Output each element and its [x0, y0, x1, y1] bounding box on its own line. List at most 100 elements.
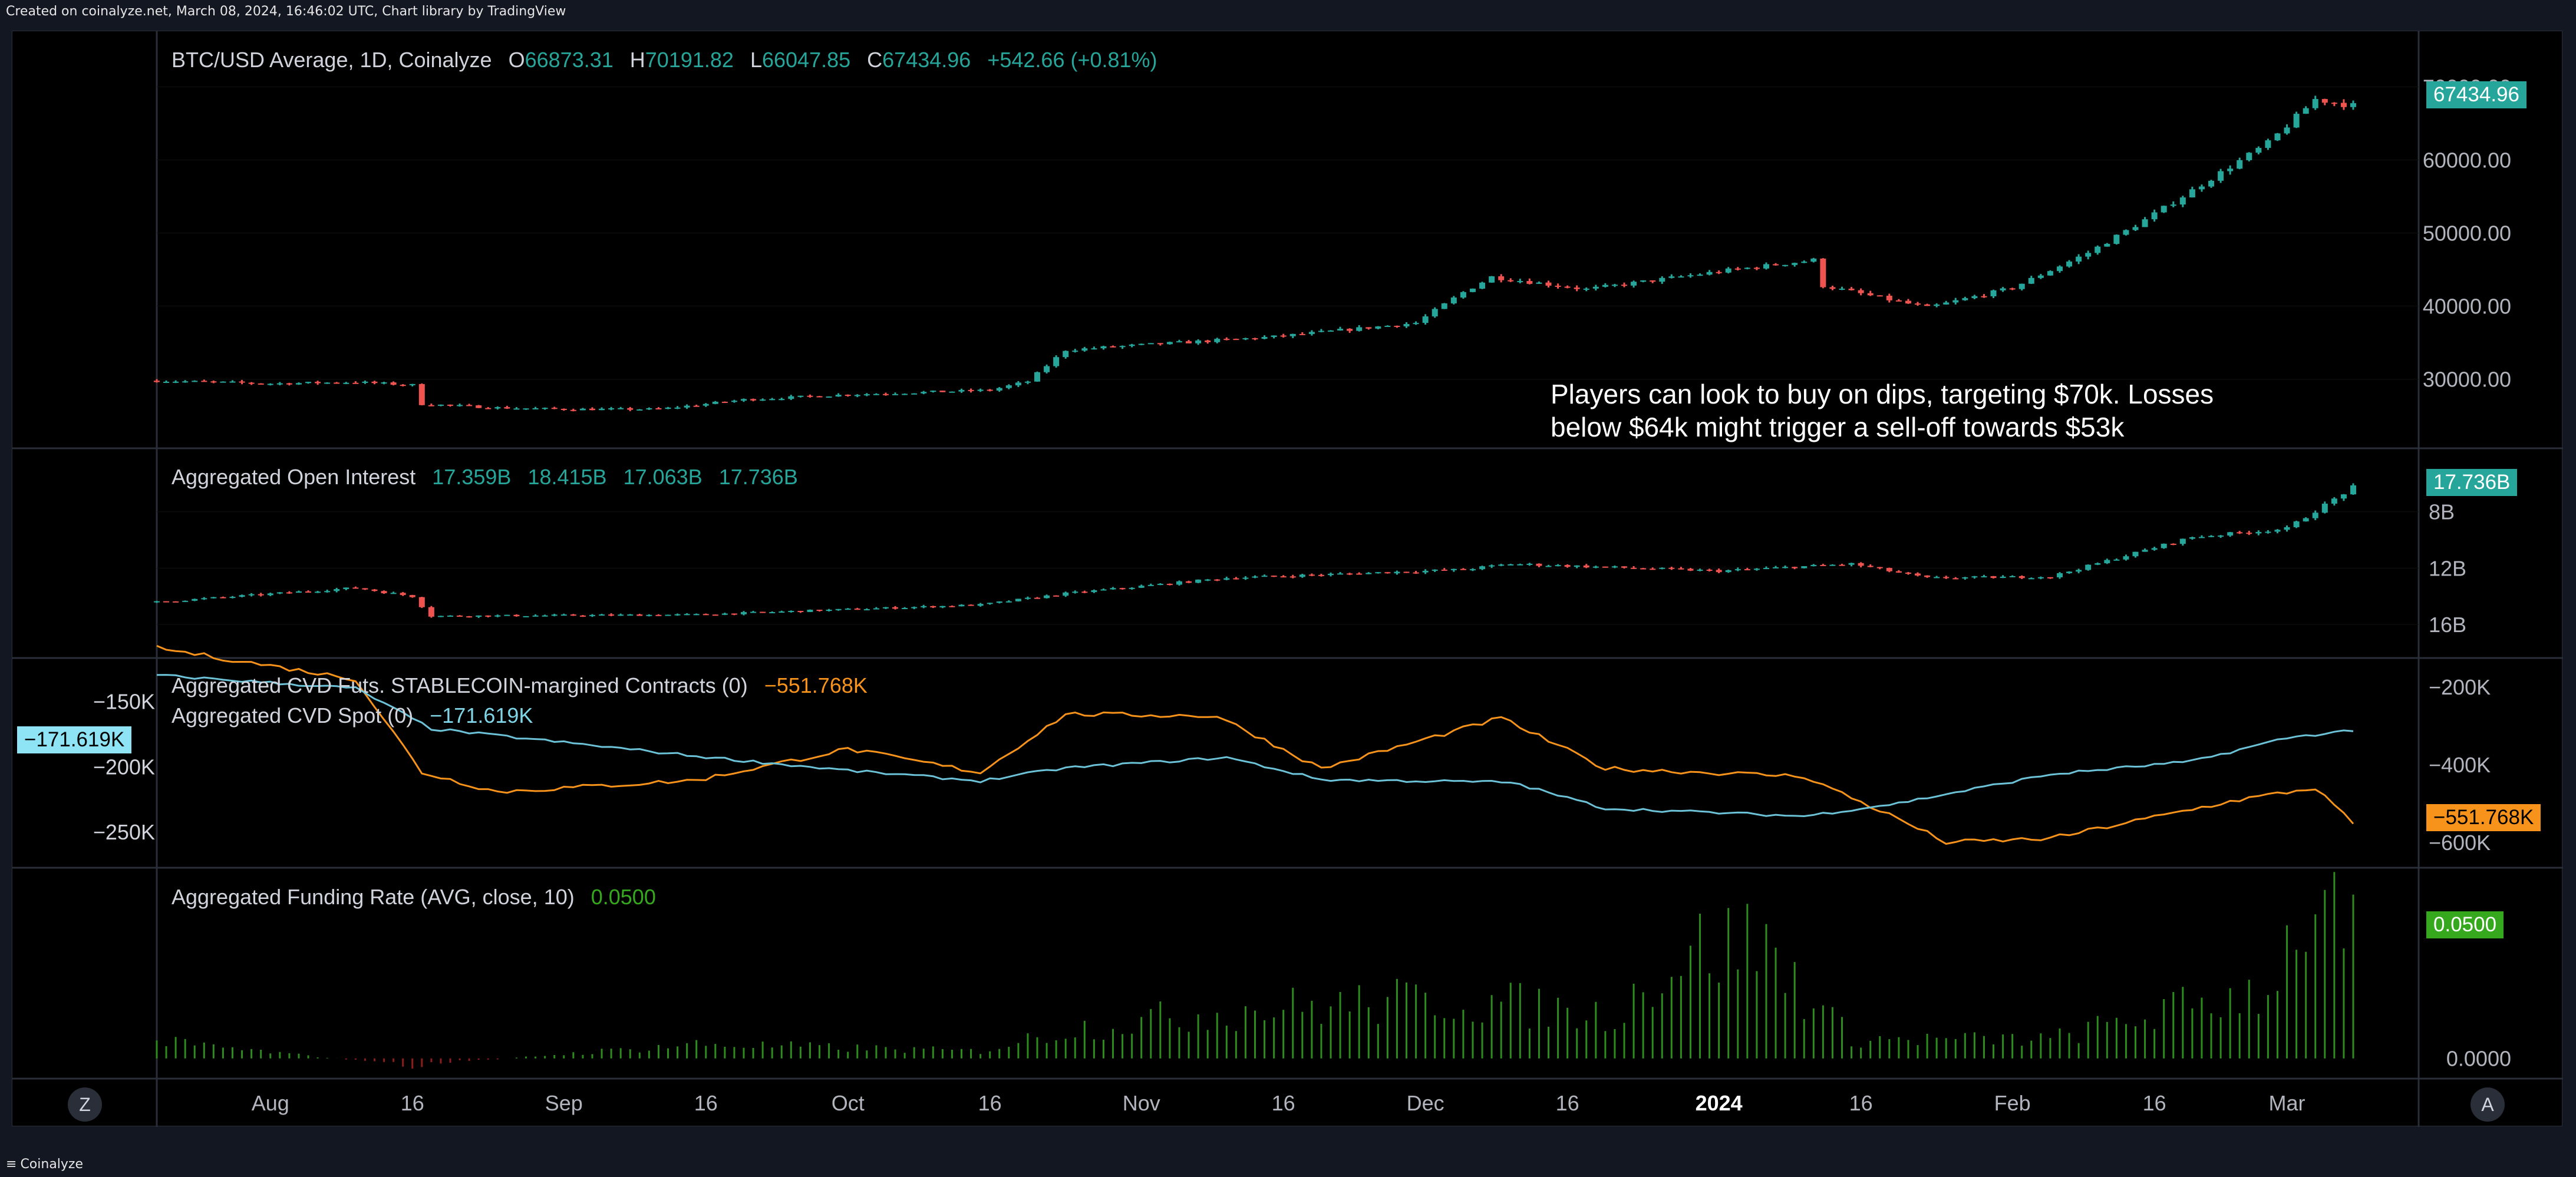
oi-candle: [721, 613, 728, 615]
price-candle: [352, 382, 359, 384]
price-candle: [1706, 272, 1713, 275]
oi-candle: [2123, 556, 2129, 560]
cvd-futures-tag: −551.768K: [2426, 804, 2541, 831]
oi-candle: [1773, 567, 1779, 568]
price-candle: [1895, 300, 1902, 302]
price-candle: [286, 383, 292, 385]
oi-axis-tick: 12B: [2429, 556, 2466, 580]
price-candle: [1413, 323, 1419, 325]
time-axis-label: 16: [978, 1091, 1002, 1115]
oi-candle: [779, 611, 785, 613]
price-candle: [1650, 280, 1656, 282]
price-candle: [2331, 103, 2337, 104]
price-candle: [939, 391, 946, 392]
oi-candle: [1394, 571, 1400, 574]
price-candle: [930, 391, 936, 392]
price-candle: [2037, 275, 2044, 278]
price-candle: [381, 382, 387, 384]
oi-candle: [1801, 566, 1808, 568]
auto-scale-button[interactable]: A: [2471, 1087, 2505, 1122]
open-value: 66873.31: [525, 48, 614, 72]
low-label: L: [750, 48, 762, 72]
price-candle: [447, 404, 454, 406]
price-candle: [485, 408, 492, 409]
oi-low-value: 17.063B: [623, 465, 702, 489]
oi-candle: [911, 607, 918, 609]
price-candle: [220, 381, 226, 383]
price-candle: [2113, 234, 2120, 244]
oi-candle: [1308, 574, 1315, 576]
price-candle: [476, 405, 482, 408]
cvd-right-axis-tick: −200K: [2429, 675, 2491, 699]
price-candle: [1697, 275, 1703, 276]
price-candle: [721, 401, 728, 403]
price-candle: [371, 381, 378, 383]
price-candle: [760, 399, 766, 401]
price-candle: [2303, 108, 2309, 114]
price-candle: [873, 394, 879, 395]
oi-candle: [513, 614, 520, 617]
price-candle: [1147, 343, 1154, 345]
oi-candle: [1650, 568, 1656, 570]
price-candle: [1422, 316, 1429, 323]
oi-candle: [1621, 566, 1628, 568]
oi-candle: [210, 597, 217, 599]
oi-candle: [2284, 527, 2290, 530]
price-candle: [2265, 140, 2271, 148]
price-candle: [1820, 258, 1826, 287]
oi-candle: [447, 615, 454, 617]
chart-caption: Created on coinalyze.net, March 08, 2024…: [0, 0, 2576, 24]
price-candle: [589, 408, 595, 411]
price-candle: [2018, 283, 2025, 289]
price-candle: [258, 383, 264, 385]
price-candle: [2076, 256, 2082, 262]
price-candle: [1242, 338, 1249, 340]
oi-candle: [2293, 521, 2300, 527]
timezone-button[interactable]: Z: [68, 1087, 102, 1122]
price-candle: [1186, 341, 1192, 343]
oi-candle: [2132, 551, 2139, 557]
oi-candle: [2076, 570, 2082, 572]
oi-candle: [381, 591, 387, 594]
oi-candle: [220, 597, 226, 599]
price-candle: [2350, 103, 2356, 107]
oi-candle: [1166, 584, 1173, 586]
cvd-spot-legend: Aggregated CVD Spot (0) −171.619K: [171, 703, 533, 728]
oi-candle: [1508, 564, 1514, 566]
price-candle: [1441, 303, 1447, 309]
oi-candle: [1195, 579, 1202, 583]
price-candle: [1157, 343, 1163, 345]
price-candle: [2189, 189, 2195, 198]
price-candle: [2255, 148, 2262, 153]
cvd-futures-value: −551.768K: [764, 673, 868, 697]
oi-candle: [560, 614, 567, 616]
oi-candle: [1659, 567, 1665, 569]
oi-candle: [334, 589, 340, 591]
oi-candle: [1697, 570, 1703, 571]
price-candle: [1479, 282, 1486, 289]
oi-candle: [1110, 588, 1116, 590]
oi-candle: [494, 615, 501, 617]
oi-candle: [2000, 576, 2006, 578]
oi-candle: [154, 601, 160, 603]
price-candle: [551, 408, 558, 409]
oi-candle: [1574, 565, 1580, 567]
price-candle: [1782, 265, 1789, 266]
oi-candle: [1129, 587, 1135, 589]
oi-candle: [1024, 597, 1031, 599]
oi-candle: [684, 614, 690, 616]
chart-canvas[interactable]: 70000.0060000.0050000.0040000.0030000.00…: [12, 31, 2563, 1127]
oi-candle: [1328, 573, 1334, 576]
oi-candle: [2009, 576, 2016, 577]
price-candle: [457, 405, 463, 406]
price-candle: [702, 404, 709, 406]
price-candle: [2179, 197, 2186, 205]
price-candle: [1195, 340, 1202, 343]
oi-candle: [437, 616, 444, 617]
time-axis-label: 16: [1849, 1091, 1873, 1115]
oi-candle: [1034, 597, 1041, 599]
price-candle: [2104, 243, 2110, 247]
oi-candle: [1753, 568, 1760, 570]
price-candle: [1375, 326, 1381, 329]
price-candle: [618, 408, 624, 409]
